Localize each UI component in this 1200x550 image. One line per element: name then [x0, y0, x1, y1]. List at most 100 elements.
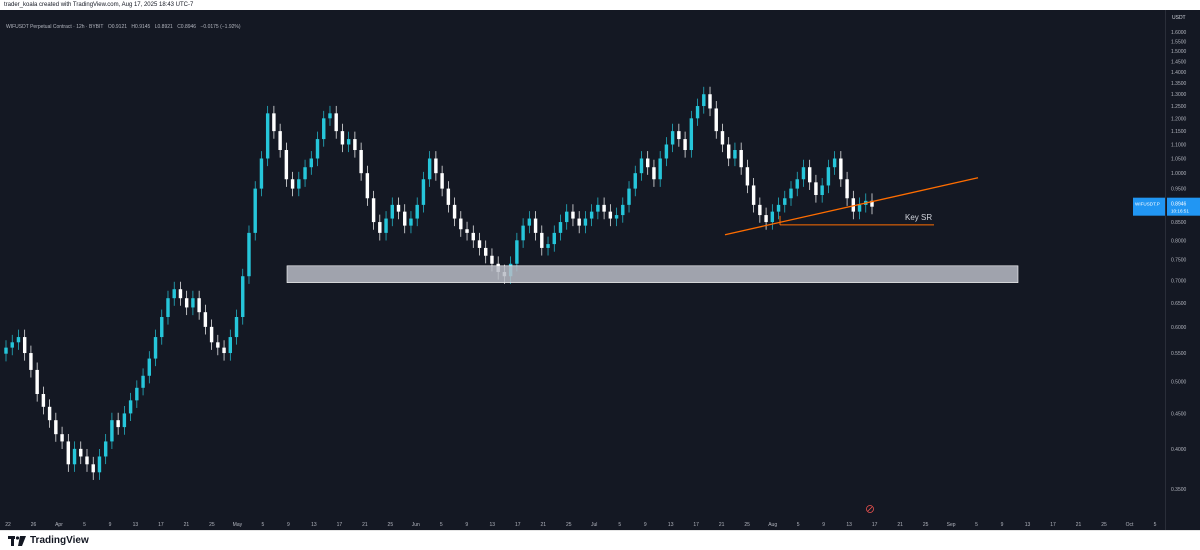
chart-pane[interactable]: WIFUSDT Perpetual Contract · 12h · BYBIT… — [0, 10, 1165, 516]
candle-body — [265, 113, 270, 159]
time-tick-label: 13 — [311, 522, 317, 528]
time-tick-label: May — [233, 522, 243, 528]
candle-body — [751, 185, 756, 205]
ohlc-close: C0.8946 — [177, 24, 197, 30]
tradingview-brand: TradingView — [30, 535, 89, 546]
candle-body — [85, 456, 89, 465]
event-marker-slash — [867, 506, 873, 512]
time-tick-label: 17 — [337, 522, 343, 528]
price-tick-label: 1.1500 — [1171, 129, 1187, 135]
candle-body — [191, 298, 195, 308]
last-price-value: 0.8946 — [1171, 202, 1187, 208]
price-tick-label: 1.5000 — [1171, 49, 1187, 55]
last-price-symbol: WIFUSDT.P — [1135, 202, 1160, 207]
candle-body — [795, 179, 799, 189]
candle-body — [322, 118, 326, 140]
time-tick-label: 13 — [846, 522, 852, 528]
axis-corner — [1165, 516, 1200, 530]
candle-body — [639, 158, 644, 174]
candle-body — [141, 375, 145, 388]
time-tick-label: 17 — [515, 522, 521, 528]
tradingview-logo[interactable]: TradingView — [8, 535, 89, 546]
price-tick-label: 0.9500 — [1171, 187, 1187, 193]
candle-body — [247, 232, 251, 277]
author-caption: trader_koala created with TradingView.co… — [4, 2, 194, 8]
candle-body — [421, 179, 426, 205]
candle-body — [272, 113, 276, 132]
candle-body — [228, 337, 233, 354]
candle-body — [346, 139, 351, 145]
candle-body — [403, 211, 407, 226]
price-axis[interactable]: USDT 1.6000 1.5500 1.5000 1.4500 1.4000 1.3500… — [1165, 10, 1200, 516]
candle-body — [278, 131, 282, 151]
candle-body — [315, 139, 320, 159]
price-tick-label: 1.5500 — [1171, 39, 1187, 45]
price-axis-currency: USDT — [1172, 15, 1186, 21]
ohlc-open: O0.9121 — [107, 24, 128, 30]
key-sr-label: Key SR — [905, 213, 932, 222]
candle-body — [66, 441, 71, 465]
candle-body — [776, 204, 781, 212]
candle-body — [739, 150, 743, 168]
price-tick-label: 0.5500 — [1171, 351, 1187, 357]
candle-body — [153, 337, 158, 359]
price-tick-label: 0.8500 — [1171, 220, 1187, 226]
candle-body — [540, 232, 544, 248]
candle-body — [652, 167, 656, 180]
candle-body — [22, 337, 27, 354]
candle-body — [371, 198, 376, 223]
candle-body — [160, 317, 164, 338]
time-tick-label: 5 — [1154, 522, 1157, 528]
time-tick-label: 21 — [184, 522, 190, 528]
candle-body — [484, 247, 488, 256]
price-axis-last-tag — [1167, 197, 1200, 216]
candle-body — [284, 150, 289, 180]
candle-body — [608, 211, 613, 219]
candle-body — [789, 188, 793, 199]
time-axis[interactable]: 22 26 Apr 5 9 13 17 21 25 May 5 9 13 17 21 25 Jun 5 9 13 17 2… — [0, 516, 1165, 530]
ohlc-change: −0.0175 (−1.92%) — [200, 24, 241, 30]
time-tick-label: 17 — [872, 522, 878, 528]
time-tick-label: 25 — [566, 522, 572, 528]
ohlc-high: H0.9145 — [131, 24, 151, 30]
candle-body — [434, 158, 438, 174]
candle-body — [477, 240, 482, 248]
candle-body — [645, 158, 650, 168]
candle-body — [60, 434, 64, 442]
candle-body — [851, 198, 856, 212]
candle-body — [147, 358, 152, 376]
candle-body — [184, 298, 189, 308]
time-tick-label: 5 — [440, 522, 443, 528]
candle-body — [328, 113, 332, 119]
candle-body — [110, 420, 114, 442]
candlestick-plot[interactable]: Key SR WIFUSDT.P — [0, 10, 1165, 516]
candle-body — [427, 158, 432, 180]
tradingview-logo-icon — [8, 535, 26, 546]
symbol-name[interactable]: WIFUSDT Perpetual Contract · 12h · BYBIT — [6, 24, 104, 30]
time-tick-label: 5 — [618, 522, 621, 528]
time-tick-label: Jul — [591, 522, 597, 528]
event-marker-icon — [866, 505, 874, 513]
price-tick-label: 0.4500 — [1171, 411, 1187, 417]
candle-body — [97, 456, 102, 473]
candle-body — [702, 94, 706, 107]
candle-body — [446, 188, 451, 205]
time-tick-label: 9 — [1001, 522, 1004, 528]
candle-body — [726, 144, 731, 159]
candle-body — [166, 298, 170, 318]
candle-body — [758, 204, 762, 216]
time-tick-label: 25 — [1101, 522, 1107, 528]
candle-body — [4, 347, 8, 354]
candle-body — [91, 464, 95, 473]
candle-body — [409, 218, 413, 226]
candle-body — [677, 131, 681, 140]
candle-body — [253, 188, 257, 233]
candle-body — [79, 448, 83, 457]
time-tick-label: 13 — [490, 522, 496, 528]
time-tick-label: 25 — [388, 522, 394, 528]
time-tick-label: 25 — [209, 522, 215, 528]
candle-body — [122, 413, 127, 428]
candle-body — [870, 200, 874, 207]
price-tick-label: 0.6000 — [1171, 325, 1187, 331]
candle-body — [172, 289, 176, 299]
